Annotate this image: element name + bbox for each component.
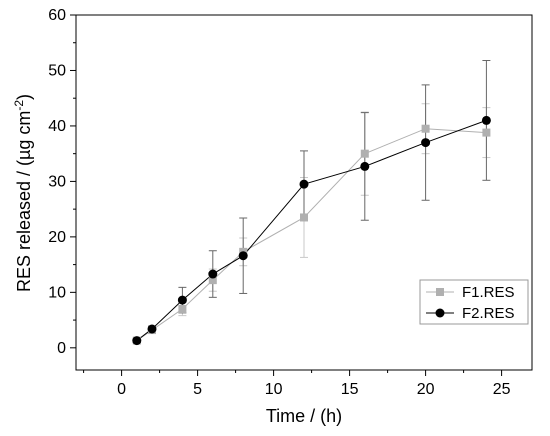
x-tick-label: 25 — [493, 381, 511, 398]
f1-res-point — [360, 149, 369, 158]
f2-res-point — [147, 324, 157, 334]
legend-label-f2: F2.RES — [462, 305, 515, 322]
x-axis-ticks: 0 5 10 15 20 25 — [83, 370, 511, 398]
f1-res-point — [208, 276, 217, 285]
f1-res-point — [178, 304, 187, 313]
f1-res-point — [300, 213, 308, 222]
x-tick-label: 5 — [193, 381, 202, 398]
plot-area-frame — [75, 14, 533, 371]
f2-res-point — [360, 161, 370, 171]
y-tick-label: 0 — [57, 340, 66, 357]
series-markers — [132, 115, 491, 346]
f2-res-point — [299, 179, 309, 189]
y-axis-title-superscript: -2 — [12, 100, 26, 111]
y-tick-label: 30 — [48, 173, 66, 190]
y-tick-label: 50 — [48, 62, 66, 79]
y-axis-title-main: RES released / (µg cm — [14, 111, 34, 292]
f1-res-point — [421, 124, 430, 133]
y-axis-ticks: 0 10 20 30 40 50 60 — [48, 7, 76, 357]
f2-res-point — [208, 269, 218, 279]
f1-res-point — [482, 128, 491, 137]
y-tick-label: 40 — [48, 118, 66, 135]
legend-marker-f2 — [435, 308, 445, 318]
f2-res-point — [238, 251, 248, 261]
plot-frame — [75, 14, 533, 371]
x-axis-title: Time / (h) — [266, 406, 342, 426]
x-tick-label: 15 — [341, 381, 359, 398]
f2-res-point — [421, 138, 431, 148]
y-tick-label: 10 — [48, 284, 66, 301]
legend: F1.RES F2.RES — [419, 279, 529, 325]
legend-marker-f1 — [436, 288, 444, 296]
x-tick-label: 10 — [265, 381, 283, 398]
y-tick-label: 60 — [48, 7, 66, 24]
y-axis-title: RES released / (µg cm-2) — [12, 94, 34, 292]
f2-res-point — [481, 115, 491, 125]
f2-res-point — [132, 336, 142, 346]
y-axis-title-close: ) — [14, 94, 34, 100]
f2-res-point — [177, 295, 187, 305]
x-tick-label: 20 — [417, 381, 435, 398]
x-tick-label: 0 — [117, 381, 126, 398]
legend-label-f1: F1.RES — [462, 284, 515, 301]
y-tick-label: 20 — [48, 229, 66, 246]
